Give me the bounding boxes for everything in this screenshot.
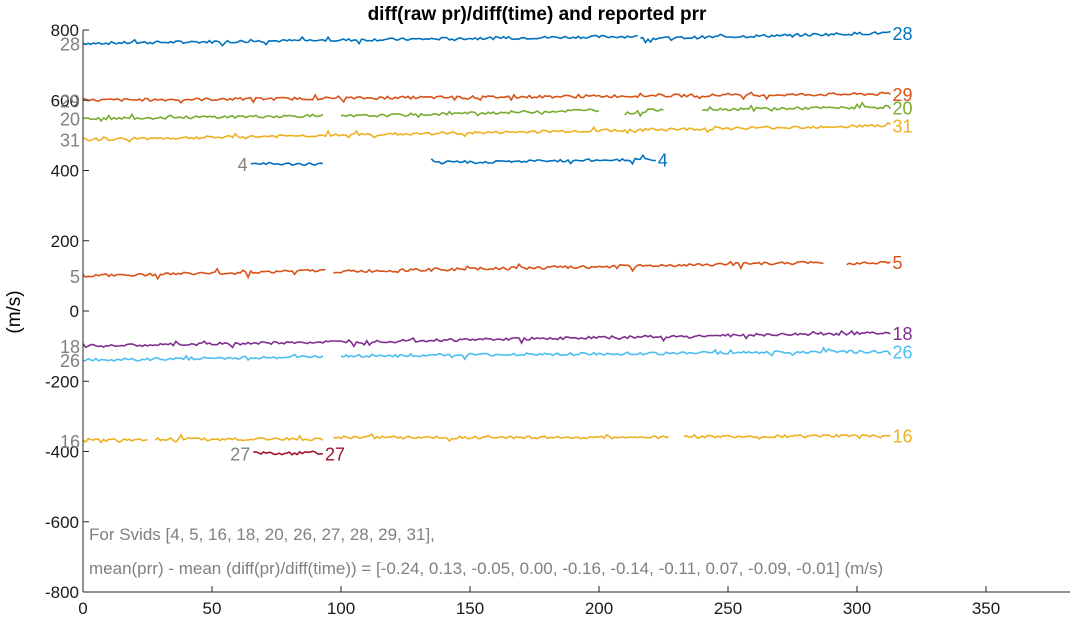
series-16-line [333, 433, 669, 443]
series-26-line [340, 346, 892, 361]
series-27-line [253, 450, 323, 456]
series-5-line [82, 267, 326, 281]
series-20 [82, 101, 892, 123]
series-28-line [640, 30, 891, 44]
series-27-end-label: 27 [325, 444, 345, 464]
y-tick-label: -400 [45, 443, 79, 462]
series-28-line [82, 34, 638, 47]
series-27-start-label: 27 [230, 444, 250, 464]
y-tick-label: 600 [51, 91, 79, 110]
series-26-end-label: 26 [893, 342, 913, 362]
series-16-line [82, 437, 148, 444]
series-18-end-label: 18 [893, 324, 913, 344]
axes [82, 30, 1070, 593]
series-4-start-label: 4 [238, 155, 248, 175]
series-4-line [430, 154, 656, 166]
series-31-end-label: 31 [893, 117, 913, 137]
x-tick-label: 250 [714, 599, 742, 618]
y-tick-label: -600 [45, 513, 79, 532]
series-31-line [82, 121, 891, 143]
series-20-line [82, 112, 324, 123]
series-16 [82, 433, 891, 444]
series-20-line [340, 108, 600, 119]
series-5-end-label: 5 [893, 253, 903, 273]
x-tick-label: 100 [327, 599, 355, 618]
series-28-start-label: 28 [60, 34, 80, 54]
series-4 [250, 154, 656, 167]
series-5-line [333, 260, 824, 274]
y-tick-label: 200 [51, 232, 79, 251]
series-16-line [154, 433, 324, 444]
series-4-end-label: 4 [658, 150, 668, 170]
series-layer [82, 30, 892, 456]
series-20-line [701, 101, 892, 113]
series-26-line [82, 353, 324, 363]
y-tick-label: 800 [51, 21, 79, 40]
series-20-line [624, 108, 664, 118]
series-18 [82, 329, 891, 349]
series-20-end-label: 20 [893, 98, 913, 118]
series-29-end-label: 29 [893, 85, 913, 105]
series-4-line [250, 161, 323, 167]
series-16-start-label: 16 [60, 432, 80, 452]
y-tick-label: 400 [51, 162, 79, 181]
annotation-line-2: mean(prr) - mean (diff(pr)/diff(time)) =… [89, 559, 883, 578]
x-tick-label: 150 [456, 599, 484, 618]
x-tick-label: 300 [843, 599, 871, 618]
series-27 [253, 450, 323, 456]
series-5-line [846, 261, 891, 266]
series-5-start-label: 5 [70, 267, 80, 287]
series-29 [82, 91, 891, 104]
series-29-line [82, 91, 891, 104]
series-31 [82, 121, 891, 143]
series-20-start-label: 20 [60, 110, 80, 130]
x-tick-label: 0 [78, 599, 87, 618]
ticks: 0 50 100 150 200 250 300 350 -800 -600 -400 -200 0 20… [45, 21, 1000, 618]
series-29-start-label: 29 [60, 91, 80, 111]
x-tick-label: 350 [972, 599, 1000, 618]
series-16-end-label: 16 [893, 427, 913, 447]
y-tick-label: 0 [70, 302, 79, 321]
series-31-start-label: 31 [60, 131, 80, 151]
series-28 [82, 30, 891, 47]
series-26 [82, 346, 892, 363]
series-28-end-label: 28 [893, 24, 913, 44]
y-tick-label: -200 [45, 372, 79, 391]
chart-title: diff(raw pr)/diff(time) and reported prr [368, 4, 707, 25]
series-5 [82, 260, 891, 281]
y-tick-label: -800 [45, 583, 79, 602]
series-18-line [82, 329, 891, 349]
y-axis-label: (m/s) [4, 290, 25, 333]
x-tick-label: 50 [203, 599, 222, 618]
x-tick-label: 200 [585, 599, 613, 618]
annotation-line-1: For Svids [4, 5, 16, 18, 20, 26, 27, 28,… [89, 525, 435, 544]
series-26-start-label: 26 [60, 351, 80, 371]
series-16-line [684, 433, 891, 440]
series-18-start-label: 18 [60, 337, 80, 357]
